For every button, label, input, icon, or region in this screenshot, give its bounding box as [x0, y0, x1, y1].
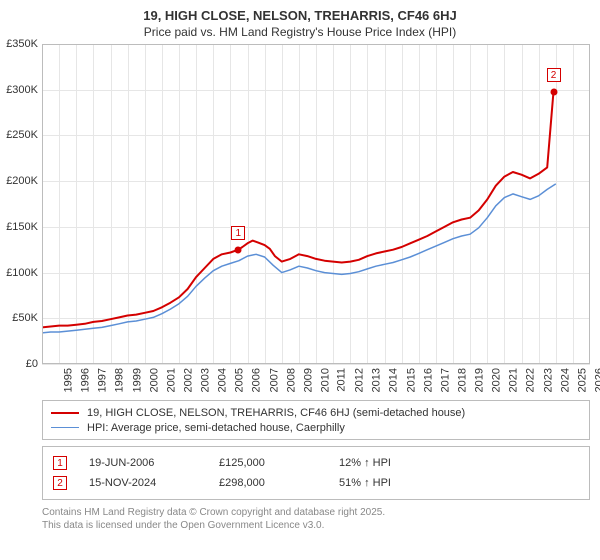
attr-line-2: This data is licensed under the Open Gov…: [42, 519, 385, 532]
x-axis-label: 2023: [542, 368, 554, 392]
y-axis-label: £150K: [6, 221, 38, 233]
x-axis-label: 1997: [97, 368, 109, 392]
y-axis-label: £100K: [6, 267, 38, 279]
x-axis-label: 2010: [319, 368, 331, 392]
transaction-diff: 12% ↑ HPI: [339, 457, 391, 469]
chart-plot-area: 12: [42, 44, 590, 364]
x-axis-label: 2011: [336, 368, 348, 392]
legend-label: 19, HIGH CLOSE, NELSON, TREHARRIS, CF46 …: [87, 407, 465, 419]
series-price-paid: [42, 92, 554, 328]
x-axis-label: 2007: [268, 368, 280, 392]
legend-item: 19, HIGH CLOSE, NELSON, TREHARRIS, CF46 …: [51, 405, 581, 420]
x-axis-label: 1998: [114, 368, 126, 392]
x-axis-label: 2012: [354, 368, 366, 392]
x-axis-label: 2016: [422, 368, 434, 392]
x-axis-label: 2026: [593, 368, 600, 392]
x-axis-label: 2004: [217, 368, 229, 392]
y-axis-label: £200K: [6, 175, 38, 187]
grid-line-h: [42, 364, 590, 365]
x-axis-label: 2020: [491, 368, 503, 392]
x-axis-label: 2018: [456, 368, 468, 392]
x-axis-label: 2014: [388, 368, 400, 392]
y-axis-label: £0: [26, 358, 38, 370]
legend-swatch: [51, 427, 79, 429]
y-axis-label: £350K: [6, 38, 38, 50]
y-axis-label: £50K: [12, 312, 38, 324]
x-axis-label: 2015: [405, 368, 417, 392]
x-axis-label: 2009: [302, 368, 314, 392]
transaction-price: £298,000: [219, 477, 339, 489]
marker-dot: [235, 246, 242, 253]
x-axis-label: 2025: [576, 368, 588, 392]
transaction-row: 1 19-JUN-2006£125,00012% ↑ HPI: [53, 453, 579, 473]
x-axis-label: 2002: [182, 368, 194, 392]
transaction-date: 19-JUN-2006: [89, 457, 219, 469]
transaction-marker: 1: [53, 456, 67, 470]
legend-label: HPI: Average price, semi-detached house,…: [87, 422, 345, 434]
attribution-text: Contains HM Land Registry data © Crown c…: [42, 506, 385, 532]
x-axis-label: 2022: [525, 368, 537, 392]
x-axis-label: 2017: [439, 368, 451, 392]
x-axis-label: 1996: [80, 368, 92, 392]
chart-title-2: Price paid vs. HM Land Registry's House …: [0, 25, 600, 39]
transaction-marker: 2: [53, 476, 67, 490]
x-axis-label: 2000: [148, 368, 160, 392]
marker-label: 2: [547, 68, 561, 82]
x-axis-label: 2005: [234, 368, 246, 392]
marker-label: 1: [231, 226, 245, 240]
x-axis-label: 2021: [508, 368, 520, 392]
legend-item: HPI: Average price, semi-detached house,…: [51, 420, 581, 435]
y-axis-label: £250K: [6, 129, 38, 141]
y-axis-label: £300K: [6, 84, 38, 96]
legend-swatch: [51, 412, 79, 414]
transaction-price: £125,000: [219, 457, 339, 469]
x-axis-label: 2006: [251, 368, 263, 392]
legend-box: 19, HIGH CLOSE, NELSON, TREHARRIS, CF46 …: [42, 400, 590, 440]
x-axis-label: 2001: [165, 368, 177, 392]
attr-line-1: Contains HM Land Registry data © Crown c…: [42, 506, 385, 519]
chart-lines: [42, 44, 590, 364]
transaction-diff: 51% ↑ HPI: [339, 477, 391, 489]
series-hpi: [42, 184, 556, 333]
transaction-date: 15-NOV-2024: [89, 477, 219, 489]
x-axis-label: 2013: [371, 368, 383, 392]
x-axis-label: 2003: [199, 368, 211, 392]
x-axis-label: 2019: [473, 368, 485, 392]
x-axis-label: 1999: [131, 368, 143, 392]
chart-title-1: 19, HIGH CLOSE, NELSON, TREHARRIS, CF46 …: [0, 8, 600, 23]
x-axis-label: 2008: [285, 368, 297, 392]
marker-dot: [550, 88, 557, 95]
transaction-row: 2 15-NOV-2024£298,00051% ↑ HPI: [53, 473, 579, 493]
x-axis-label: 1995: [62, 368, 74, 392]
transactions-box: 1 19-JUN-2006£125,00012% ↑ HPI 2 15-NOV-202…: [42, 446, 590, 500]
x-axis-label: 2024: [559, 368, 571, 392]
